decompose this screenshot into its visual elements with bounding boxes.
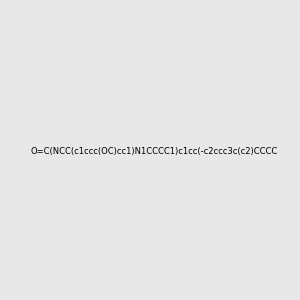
Text: O=C(NCC(c1ccc(OC)cc1)N1CCCC1)c1cc(-c2ccc3c(c2)CCCC: O=C(NCC(c1ccc(OC)cc1)N1CCCC1)c1cc(-c2ccc… <box>30 147 278 156</box>
